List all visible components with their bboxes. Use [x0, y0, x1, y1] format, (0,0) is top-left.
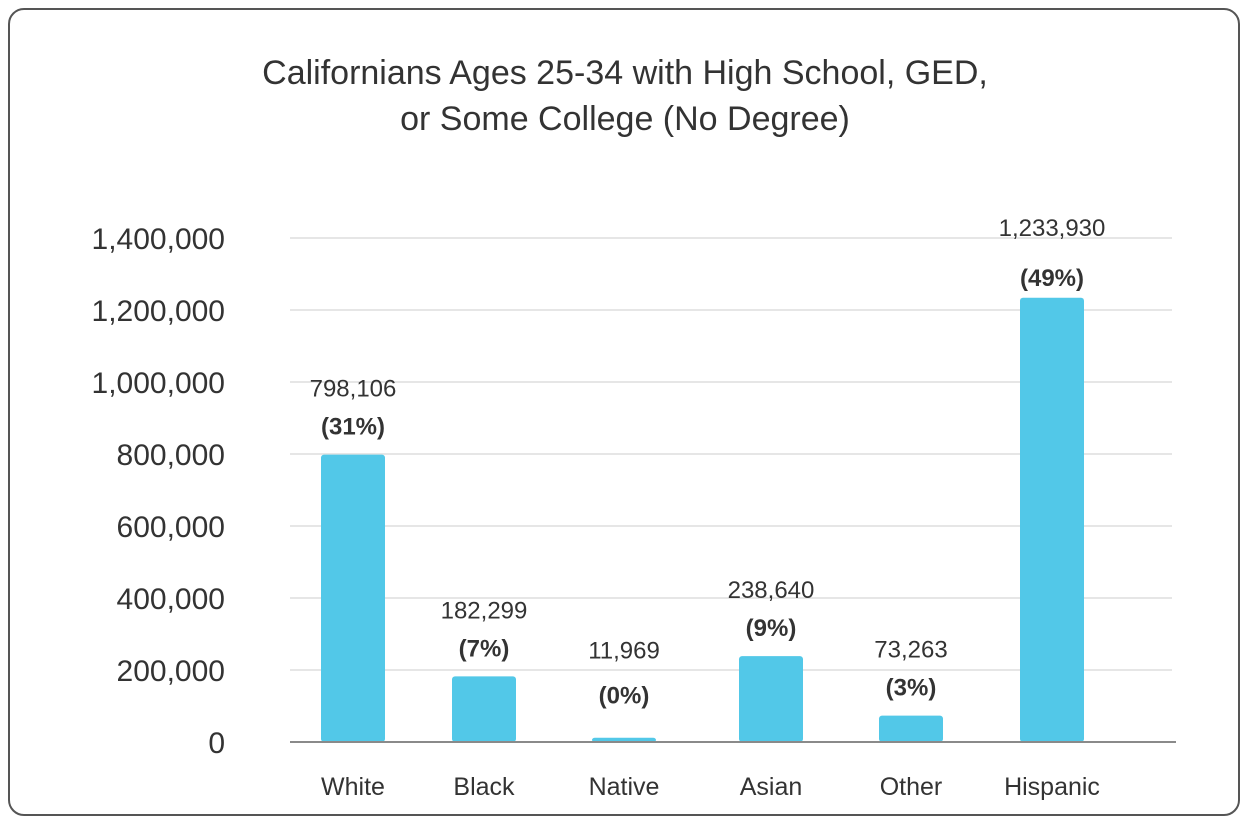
x-tick-label: Hispanic	[1004, 773, 1100, 801]
x-tick-label: Asian	[740, 773, 803, 801]
x-tick-label: Native	[589, 773, 660, 801]
y-tick-label: 600,000	[117, 511, 225, 544]
value-label: 182,299	[441, 597, 528, 624]
bar	[739, 656, 803, 742]
percent-label: (3%)	[886, 675, 937, 702]
percent-label: (31%)	[321, 414, 385, 441]
value-label: 798,106	[310, 376, 397, 403]
percent-label: (7%)	[459, 635, 510, 662]
y-tick-label: 1,000,000	[92, 367, 225, 400]
y-tick-label: 1,200,000	[92, 295, 225, 328]
chart-title-line-1: Californians Ages 25-34 with High School…	[262, 54, 988, 92]
percent-label: (0%)	[599, 683, 650, 710]
bar	[321, 454, 385, 742]
x-tick-label: Other	[880, 773, 943, 801]
y-tick-label: 800,000	[117, 439, 225, 472]
bar	[879, 715, 943, 742]
y-tick-label: 0	[208, 727, 225, 760]
chart-title-line-2: or Some College (No Degree)	[400, 100, 850, 138]
bar	[1020, 297, 1084, 742]
percent-label: (9%)	[746, 615, 797, 642]
value-label: 73,263	[874, 637, 947, 664]
bar	[452, 676, 516, 742]
x-tick-label: White	[321, 773, 385, 801]
value-label: 238,640	[728, 577, 815, 604]
x-tick-label: Black	[453, 773, 515, 801]
value-label: 11,969	[588, 638, 660, 665]
percent-label: (49%)	[1020, 265, 1084, 292]
y-tick-label: 200,000	[117, 655, 225, 688]
chart-title: Californians Ages 25-34 with High School…	[0, 50, 1250, 142]
y-tick-label: 1,400,000	[92, 223, 225, 256]
y-tick-label: 400,000	[117, 583, 225, 616]
bar	[592, 737, 656, 742]
value-label: 1,233,930	[999, 215, 1106, 242]
